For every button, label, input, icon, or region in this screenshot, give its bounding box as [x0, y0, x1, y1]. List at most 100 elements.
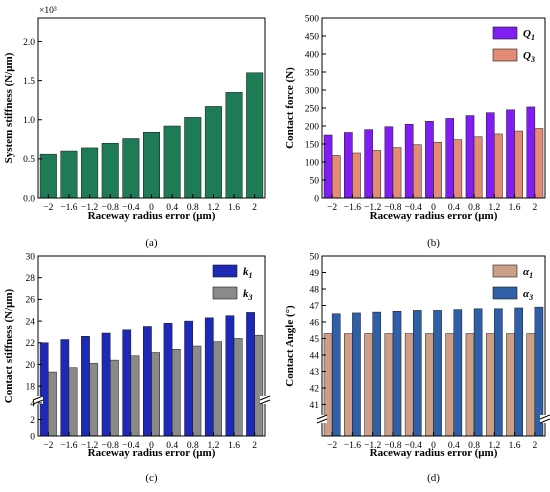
bar-b-s1-0	[331, 155, 341, 199]
y-axis-label-a: System stiffness (N/μm)	[3, 52, 15, 163]
axis-break-mask-d-0	[317, 415, 327, 423]
xtick-label-d-9: 1.6	[509, 441, 521, 451]
legend-label-c-0: k1	[243, 266, 253, 280]
bar-b-s0-9	[506, 109, 515, 199]
xtick-label-b-5: 0	[431, 203, 436, 213]
bar-b-s1-2	[372, 150, 382, 199]
y-multiplier-label-a: ×10³	[39, 6, 57, 16]
axis-break-mask-d-1	[540, 415, 550, 423]
xtick-label-b-3: −0.8	[384, 203, 401, 213]
bar-a-s0-2	[81, 147, 99, 199]
bar-c-s1-7	[192, 345, 202, 437]
ytick-label-a-2: 1.0	[23, 116, 35, 126]
bar-a-s0-3	[101, 142, 119, 199]
bar-b-s1-6	[453, 139, 463, 199]
bar-c-s1-3	[109, 359, 119, 437]
bar-d-s0-4	[404, 333, 414, 437]
panel-label-b: (b)	[427, 237, 440, 249]
bar-c-s1-4	[130, 355, 140, 437]
xtick-label-c-4: −0.4	[122, 441, 139, 451]
axis-break-mask-c-1	[260, 396, 270, 404]
ytick-label-a-4: 2.0	[23, 38, 35, 48]
axis-break-mark-c-1a	[259, 395, 271, 401]
legend-label-c-1: k3	[243, 288, 253, 302]
legend-label-main-d-1: α	[523, 288, 530, 300]
xtick-label-a-6: 0.4	[166, 203, 178, 213]
axis-break-mark-d-0a	[316, 414, 328, 420]
xtick-label-c-8: 1.2	[207, 441, 219, 451]
axis-break-mask-c-0	[33, 396, 43, 404]
legend-label-sub-c-0: 1	[249, 271, 253, 280]
legend-label-d-1: α3	[523, 288, 533, 302]
bar-a-s0-10	[246, 72, 264, 199]
bar-c-s0-3	[101, 332, 111, 437]
bar-a-s0-0	[39, 153, 57, 199]
ytick-label-c-2: 4	[30, 399, 35, 409]
panel-label-c: (c)	[145, 472, 158, 484]
ytick-label-c-5: 22	[26, 339, 36, 349]
xtick-label-d-3: −0.8	[384, 441, 401, 451]
x-axis-label-a: Raceway radius error (μm)	[88, 210, 216, 222]
bar-a-s0-6	[163, 125, 181, 199]
xtick-label-c-6: 0.4	[166, 441, 178, 451]
ytick-label-a-1: 0.5	[23, 155, 35, 165]
legend-swatch-b-1	[492, 48, 518, 62]
bar-b-s0-7	[465, 115, 475, 199]
xtick-label-d-6: 0.4	[448, 441, 460, 451]
bar-c-s0-8	[204, 317, 214, 437]
legend-label-main-c-1: k	[243, 288, 249, 300]
ytick-label-d-7: 48	[310, 285, 320, 295]
ytick-label-b-0: 0	[314, 194, 319, 204]
legend-swatch-c-1	[212, 286, 238, 300]
xtick-label-d-4: −0.4	[405, 441, 422, 451]
bar-a-s0-1	[60, 150, 78, 199]
bar-b-s1-9	[514, 130, 523, 199]
axis-break-mark-d-1b	[539, 418, 550, 424]
legend-label-b-0: Q1	[523, 28, 535, 42]
ytick-label-d-9: 50	[310, 252, 320, 262]
chart-panel-b: 0 50 100 150 200 250 300 350 400 450 500 −2 −1.6 −1.2…	[284, 14, 546, 249]
bar-d-s0-7	[465, 333, 475, 437]
xtick-label-a-0: −2	[43, 203, 53, 213]
bar-d-s1-9	[514, 307, 523, 437]
xtick-label-c-7: 0.8	[187, 441, 199, 451]
bar-b-s0-8	[485, 112, 495, 199]
legend-label-main-d-0: α	[523, 266, 530, 278]
bar-d-s0-9	[506, 333, 515, 437]
ytick-label-b-7: 350	[305, 68, 320, 78]
chart-panel-a: 0.0 0.5 1.0 1.5 2.0 −2 −1.6 −1.2 −0.8 −0.4 0 0.4 0.8…	[3, 6, 266, 249]
xtick-label-a-3: −0.8	[102, 203, 119, 213]
bar-b-s1-5	[433, 141, 442, 199]
ytick-label-d-8: 49	[310, 269, 320, 279]
ytick-label-b-9: 450	[305, 32, 320, 42]
ytick-label-b-5: 250	[305, 104, 320, 114]
legend-label-sub-d-1: 3	[528, 293, 533, 302]
bar-b-s1-7	[473, 136, 483, 199]
legend-label-main-c-0: k	[243, 266, 249, 278]
ytick-label-d-1: 42	[310, 384, 320, 394]
bar-c-s1-2	[89, 363, 99, 437]
bar-c-s1-1	[68, 367, 78, 437]
legend-swatch-b-0	[492, 26, 518, 40]
bar-b-s1-8	[494, 133, 503, 199]
bar-c-s1-10	[254, 334, 264, 437]
xtick-label-c-1: −1.6	[60, 441, 77, 451]
legend-label-main-b-0: Q	[523, 28, 531, 40]
bar-c-s1-0	[48, 371, 57, 437]
bar-c-s0-0	[39, 342, 49, 437]
bar-d-s0-10	[526, 333, 536, 437]
ytick-label-c-9: 30	[26, 252, 36, 262]
bar-c-s1-6	[171, 349, 181, 437]
ytick-label-d-0: 41	[310, 401, 320, 411]
xtick-label-b-8: 1.2	[488, 203, 500, 213]
ytick-label-b-10: 500	[305, 14, 320, 24]
legend-label-b-1: Q3	[523, 50, 535, 64]
ytick-label-b-4: 200	[305, 122, 320, 132]
bar-d-s1-0	[331, 313, 341, 437]
bar-c-s0-7	[184, 320, 194, 437]
y-axis-label-d: Contact Angle (°)	[284, 305, 296, 387]
xtick-label-b-1: −1.6	[344, 203, 361, 213]
ytick-label-a-3: 1.5	[23, 77, 35, 87]
bar-d-s1-3	[392, 311, 402, 437]
